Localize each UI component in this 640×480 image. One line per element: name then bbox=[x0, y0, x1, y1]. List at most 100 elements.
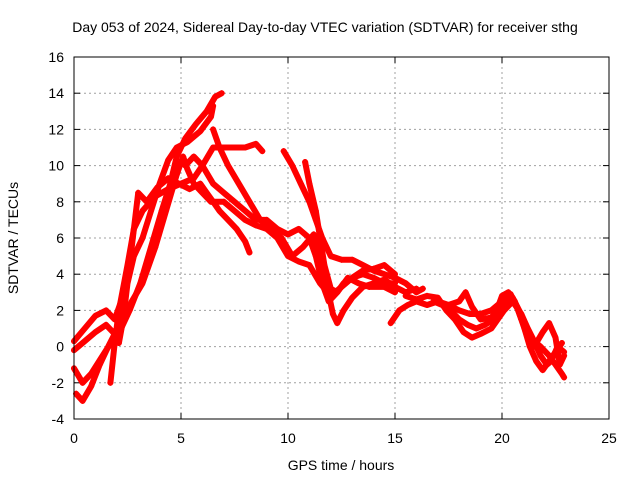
data-point bbox=[285, 231, 291, 238]
series-line bbox=[445, 289, 565, 374]
data-point bbox=[225, 162, 232, 169]
data-point bbox=[359, 267, 366, 274]
data-point bbox=[488, 307, 495, 314]
data-point bbox=[556, 361, 563, 368]
y-axis-ticks: -4 -2 0 2 4 6 8 10 12 14 16 bbox=[48, 49, 609, 427]
data-point bbox=[558, 370, 565, 377]
data-point bbox=[289, 253, 296, 260]
data-point bbox=[561, 352, 568, 359]
data-point bbox=[370, 274, 377, 281]
data-point bbox=[526, 343, 533, 350]
data-point bbox=[210, 144, 217, 151]
data-point bbox=[242, 207, 249, 214]
data-point bbox=[79, 379, 86, 386]
y-tick-label: -2 bbox=[52, 375, 65, 391]
data-point bbox=[340, 307, 347, 314]
data-point bbox=[370, 280, 377, 287]
data-point bbox=[539, 329, 546, 336]
data-point bbox=[539, 367, 546, 374]
data-point bbox=[103, 321, 110, 328]
data-point bbox=[310, 231, 317, 238]
data-point bbox=[197, 180, 204, 187]
data-point bbox=[456, 316, 463, 323]
data-point bbox=[552, 349, 559, 356]
series-track-4 bbox=[71, 175, 253, 345]
data-point bbox=[107, 379, 114, 386]
x-axis-ticks: 0 5 10 15 20 25 bbox=[70, 57, 617, 446]
data-point bbox=[257, 216, 264, 223]
y-tick-label: 0 bbox=[56, 339, 64, 355]
data-point bbox=[392, 283, 398, 290]
data-point bbox=[404, 301, 411, 308]
series-line bbox=[210, 126, 420, 327]
data-point bbox=[381, 276, 388, 283]
data-point bbox=[477, 316, 484, 323]
y-tick-label: 4 bbox=[56, 266, 64, 282]
data-point bbox=[359, 283, 366, 290]
data-point bbox=[321, 262, 328, 269]
data-point bbox=[402, 280, 409, 287]
data-point bbox=[96, 361, 103, 368]
plot-area bbox=[71, 90, 568, 404]
data-point bbox=[267, 225, 274, 232]
data-point bbox=[81, 325, 88, 332]
data-point bbox=[235, 180, 242, 187]
data-point bbox=[126, 262, 133, 269]
series-track-8 bbox=[280, 148, 426, 296]
data-point bbox=[207, 198, 214, 205]
data-point bbox=[419, 285, 426, 292]
data-point bbox=[278, 235, 285, 241]
data-point bbox=[329, 311, 336, 318]
y-axis-label: SDTVAR / TECUs bbox=[5, 182, 21, 294]
data-point bbox=[477, 330, 484, 337]
x-tick-label: 15 bbox=[387, 430, 403, 446]
data-point bbox=[338, 256, 345, 263]
series-track-13 bbox=[445, 289, 565, 374]
data-point bbox=[488, 314, 495, 321]
y-tick-label: 8 bbox=[56, 194, 64, 210]
data-point bbox=[460, 329, 467, 336]
y-tick-label: 2 bbox=[56, 302, 64, 318]
data-point bbox=[469, 334, 476, 341]
data-point bbox=[456, 298, 463, 305]
data-point bbox=[220, 198, 227, 205]
data-point bbox=[130, 225, 137, 232]
data-point bbox=[210, 126, 217, 133]
data-point bbox=[447, 307, 454, 314]
data-point bbox=[359, 262, 366, 269]
data-point bbox=[334, 320, 341, 327]
data-point bbox=[246, 198, 253, 205]
data-point bbox=[312, 207, 319, 214]
x-tick-label: 20 bbox=[494, 430, 510, 446]
y-tick-label: 14 bbox=[48, 85, 64, 101]
y-tick-label: 6 bbox=[56, 230, 64, 246]
data-point bbox=[445, 301, 452, 308]
data-point bbox=[139, 280, 146, 287]
data-point bbox=[190, 180, 197, 187]
data-point bbox=[513, 303, 520, 310]
data-point bbox=[396, 307, 403, 314]
data-point bbox=[231, 198, 238, 205]
data-point bbox=[165, 175, 172, 182]
data-point bbox=[220, 189, 227, 196]
data-point bbox=[434, 294, 441, 301]
data-point bbox=[186, 186, 193, 193]
data-point bbox=[295, 225, 302, 232]
data-point bbox=[143, 198, 150, 205]
series-track-2 bbox=[73, 102, 217, 404]
data-point bbox=[340, 280, 347, 287]
data-point bbox=[392, 271, 398, 278]
data-point bbox=[139, 207, 146, 214]
data-point bbox=[295, 258, 302, 265]
data-point bbox=[381, 271, 388, 278]
data-point bbox=[173, 144, 180, 151]
data-point bbox=[210, 102, 217, 109]
data-point bbox=[197, 128, 204, 135]
data-point bbox=[381, 262, 388, 269]
data-point bbox=[88, 383, 95, 390]
plot-frame bbox=[73, 56, 610, 420]
data-point bbox=[120, 316, 127, 323]
data-point bbox=[79, 397, 86, 404]
data-point bbox=[103, 307, 110, 314]
